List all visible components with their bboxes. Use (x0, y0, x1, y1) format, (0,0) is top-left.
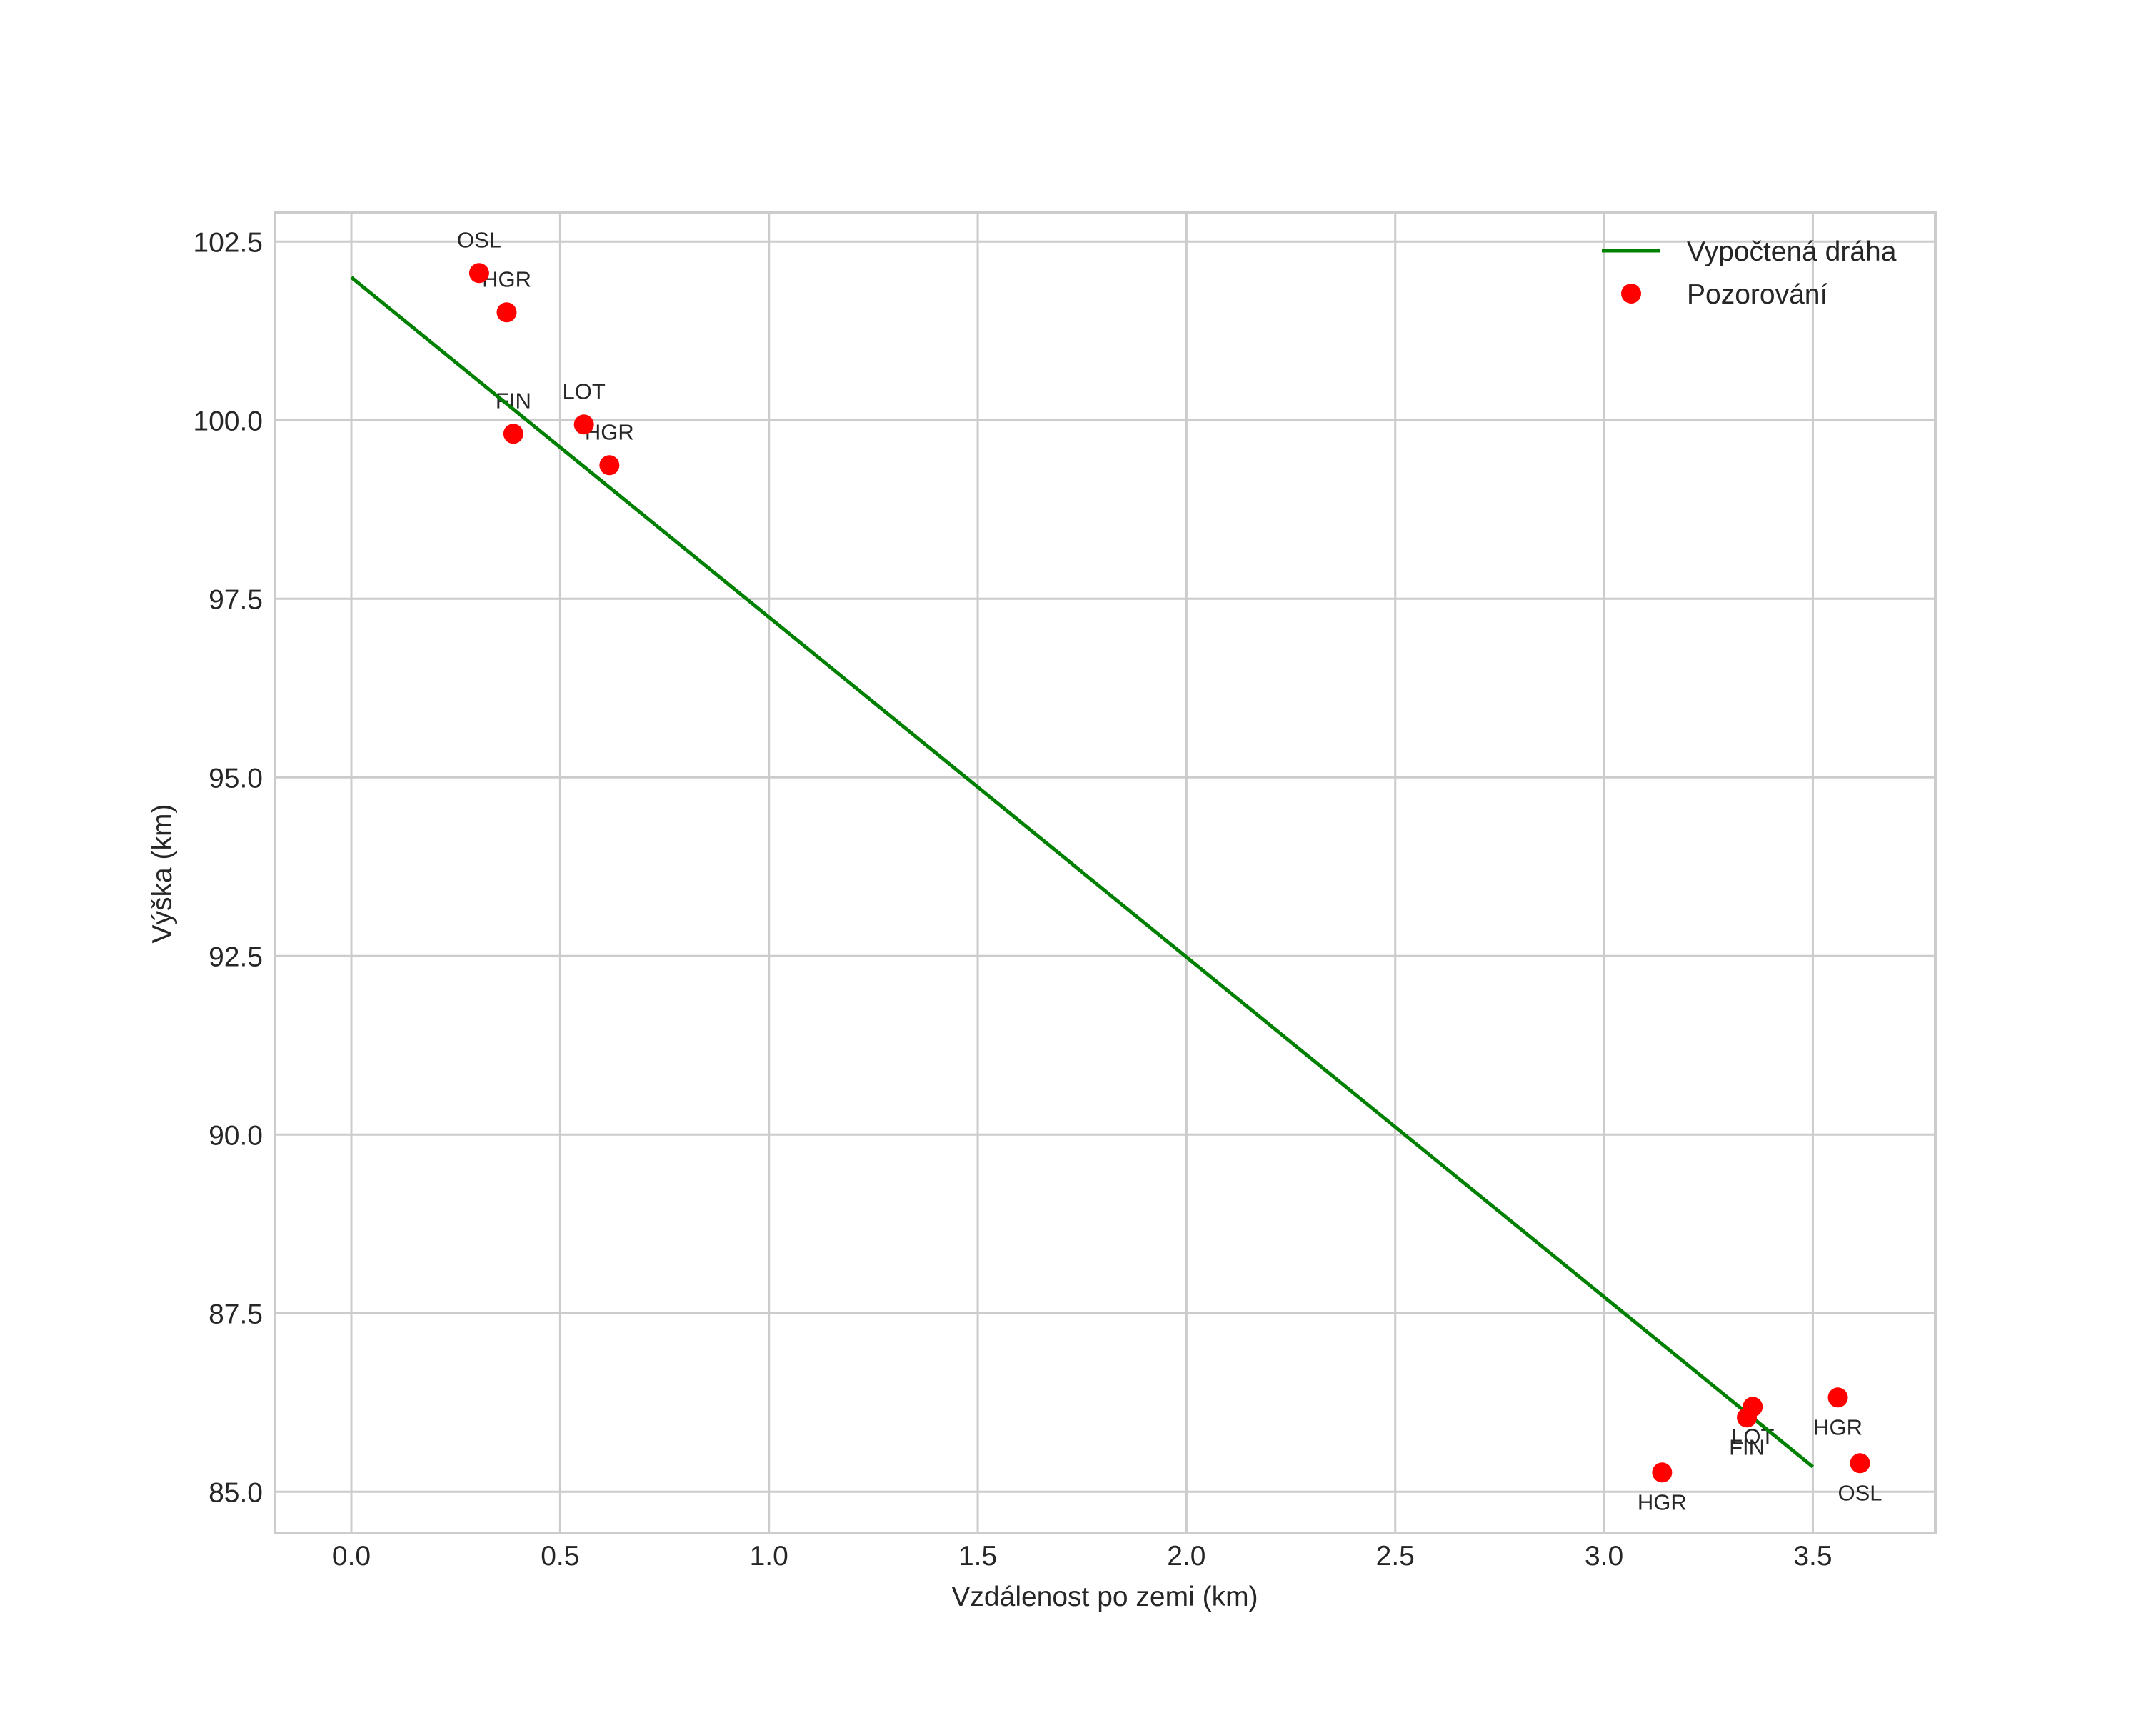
y-tick-label: 95.0 (209, 763, 263, 794)
x-tick-label: 0.0 (332, 1541, 371, 1572)
y-tick-label: 97.5 (209, 584, 263, 615)
legend-marker-swatch-icon (1621, 284, 1641, 304)
x-axis-label: Vzdálenost po zemi (km) (951, 1582, 1258, 1612)
y-axis-label: Výška (km) (147, 804, 178, 944)
y-tick-label: 85.0 (209, 1477, 263, 1508)
observation-point (1850, 1453, 1870, 1474)
observation-point (1827, 1387, 1848, 1408)
x-tick-label: 1.5 (958, 1541, 997, 1572)
x-tick-label: 3.5 (1793, 1541, 1832, 1572)
observation-point (1652, 1462, 1673, 1483)
x-tick-label: 2.5 (1376, 1541, 1415, 1572)
x-tick-label: 0.5 (541, 1541, 579, 1572)
y-tick-label: 100.0 (193, 406, 263, 436)
x-tick-labels: 0.0 0.5 1.0 1.5 2.0 2.5 3.0 3.5 (332, 1541, 1832, 1572)
axes-frame (274, 211, 1937, 1534)
x-tick-label: 2.0 (1167, 1541, 1205, 1572)
observation-point (573, 414, 594, 435)
point-label: FIN (1729, 1434, 1765, 1459)
legend-label-observations: Pozorování (1687, 279, 1827, 310)
observation-point (496, 302, 517, 323)
point-label: HGR (1638, 1489, 1687, 1514)
x-tick-label: 3.0 (1585, 1541, 1623, 1572)
point-label: HGR (482, 266, 531, 291)
y-gridlines (275, 240, 1935, 1493)
y-tick-labels: 85.0 87.5 90.0 92.5 95.0 97.5 100.0 102.5 (193, 227, 263, 1508)
legend-label-computed-trajectory: Vypočtená dráha (1687, 236, 1897, 267)
point-label: HGR (1813, 1414, 1862, 1439)
point-label: OSL (457, 227, 501, 252)
y-tick-label: 102.5 (193, 227, 263, 258)
observation-point (599, 455, 620, 476)
x-tick-label: 1.0 (750, 1541, 788, 1572)
trajectory-line (350, 276, 1815, 1469)
observation-point (468, 263, 489, 284)
point-label: LOT (563, 379, 606, 404)
legend: Vypočtená dráha Pozorování (1602, 236, 1897, 310)
observation-point (1737, 1407, 1758, 1428)
y-tick-label: 87.5 (209, 1299, 263, 1329)
y-tick-label: 92.5 (209, 942, 263, 972)
observation-points (468, 263, 1870, 1483)
point-label: OSL (1838, 1480, 1882, 1505)
y-tick-label: 90.0 (209, 1120, 263, 1151)
observation-point (503, 424, 523, 444)
computed-trajectory-line (350, 276, 1815, 1469)
